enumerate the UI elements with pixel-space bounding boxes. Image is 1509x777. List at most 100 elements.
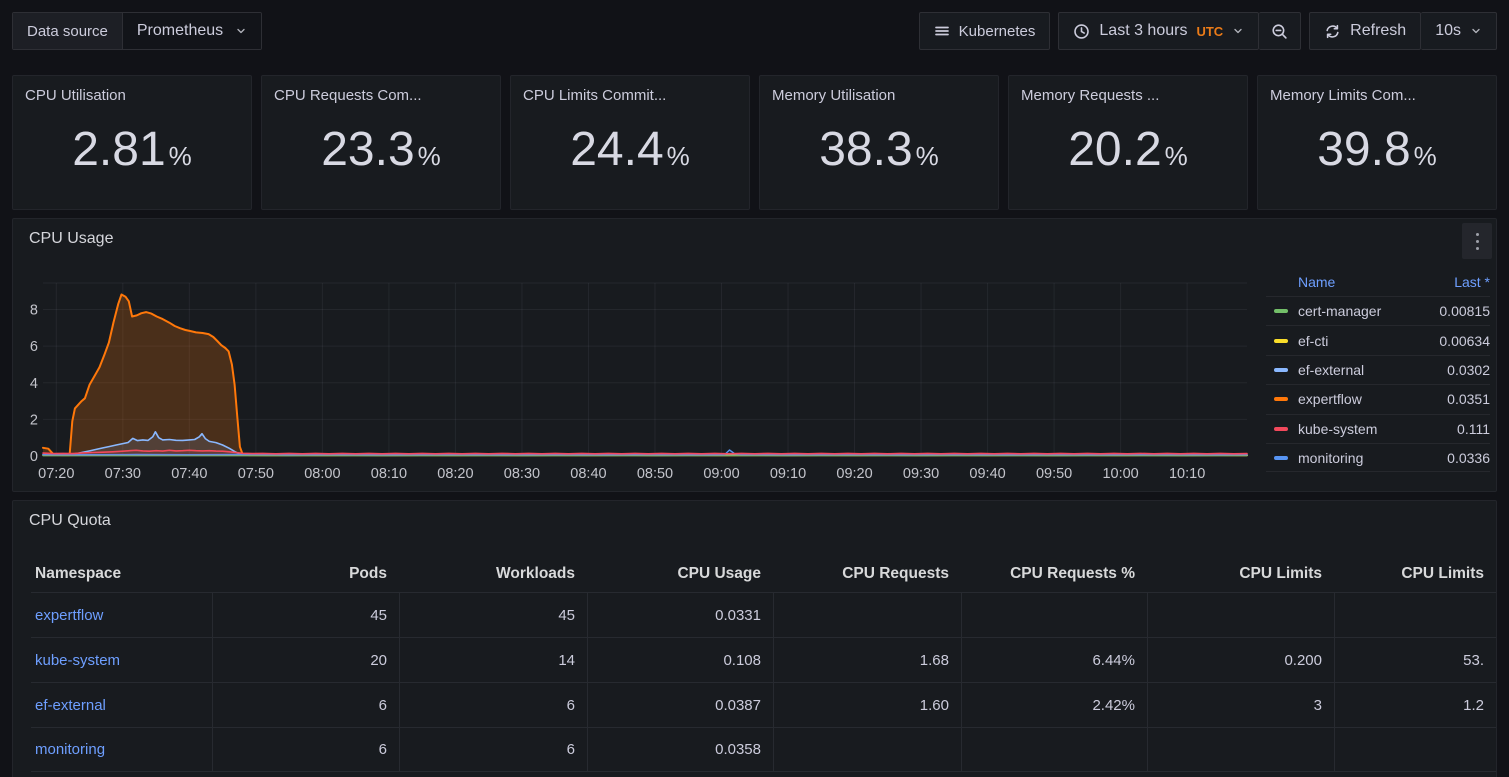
cpu-usage-legend: Name Last * cert-manager 0.00815 ef-cti 0.0… — [1266, 268, 1490, 473]
series-line-kube-system — [42, 449, 1248, 455]
table-cell — [1334, 728, 1496, 771]
y-axis-tick-label: 6 — [30, 339, 38, 355]
x-axis-tick-label: 08:30 — [504, 466, 540, 482]
stat-panel: Memory Limits Com... 39.8% — [1257, 75, 1497, 210]
table-header-cell[interactable]: CPU Requests — [842, 565, 949, 582]
table-cell: 6.44% — [961, 638, 1147, 682]
x-axis-tick-label: 08:10 — [371, 466, 407, 482]
refresh-controls: Refresh 10s — [1309, 12, 1497, 50]
legend-sort-last[interactable]: Last * — [1454, 274, 1490, 290]
table-header-cell[interactable]: CPU Limits — [1239, 565, 1322, 582]
chevron-down-icon — [235, 25, 247, 37]
table-header-cell[interactable]: Namespace — [35, 565, 122, 582]
kubernetes-dashboard-button[interactable]: Kubernetes — [918, 12, 1051, 50]
table-cell: 1.68 — [773, 638, 961, 682]
series-color-swatch — [1274, 397, 1288, 402]
table-cell: 53. — [1334, 638, 1496, 682]
stat-panel: CPU Requests Com... 23.3% — [261, 75, 501, 210]
stat-value: 38.3 — [819, 123, 913, 176]
legend-sort-name[interactable]: Name — [1298, 274, 1336, 290]
table-header-cell[interactable]: Pods — [349, 565, 387, 582]
cpu-usage-panel: CPU Usage 0 2 4 6 8 07:20 07:30 07:40 07:50 08:00… — [12, 218, 1497, 492]
x-axis-tick-label: 08:40 — [570, 466, 606, 482]
namespace-cell: monitoring — [31, 728, 212, 771]
table-row: monitoring 6 6 0.0358 — [31, 727, 1496, 772]
table-cell — [1147, 593, 1334, 637]
x-axis-tick-label: 09:30 — [903, 466, 939, 482]
namespace-link[interactable]: kube-system — [35, 651, 121, 669]
legend-item[interactable]: monitoring 0.0336 — [1266, 442, 1490, 473]
zoom-out-time-button[interactable] — [1259, 12, 1302, 50]
legend-series-name: ef-cti — [1298, 332, 1329, 349]
table-header-cell[interactable]: Workloads — [496, 565, 575, 582]
legend-item[interactable]: cert-manager 0.00815 — [1266, 296, 1490, 325]
stat-panel-title: CPU Utilisation — [25, 87, 126, 104]
legend-last-value: 0.111 — [1457, 420, 1490, 437]
table-cell: 6 — [212, 683, 399, 727]
stat-panel-title: CPU Requests Com... — [274, 87, 422, 104]
stat-value-row: 38.3% — [760, 122, 998, 177]
stat-panel-title: CPU Limits Commit... — [523, 87, 667, 104]
cpu-quota-panel: CPU Quota Namespace Pods Workloads CPU Usag… — [12, 500, 1497, 777]
table-body: expertflow 45 45 0.0331 kube-system 20 14 0.108… — [31, 592, 1496, 772]
hamburger-menu-icon — [934, 23, 950, 39]
stat-panel: CPU Limits Commit... 24.4% — [510, 75, 750, 210]
time-range-picker[interactable]: Last 3 hours UTC — [1058, 12, 1260, 50]
legend-last-value: 0.00634 — [1439, 332, 1490, 349]
stat-panel: Memory Requests ... 20.2% — [1008, 75, 1248, 210]
stat-value-row: 24.4% — [511, 122, 749, 177]
stat-value-suffix: % — [666, 141, 690, 171]
legend-item[interactable]: ef-external 0.0302 — [1266, 354, 1490, 384]
stat-panel-title: Memory Utilisation — [772, 87, 896, 104]
time-range-label: Last 3 hours — [1099, 22, 1188, 39]
panel-menu-kebab-icon[interactable] — [1462, 223, 1492, 259]
refresh-interval-dropdown[interactable]: 10s — [1421, 12, 1497, 50]
table-cell: 14 — [399, 638, 587, 682]
legend-series-name: cert-manager — [1298, 303, 1382, 320]
table-cell: 45 — [212, 593, 399, 637]
stat-panel: CPU Utilisation 2.81% — [12, 75, 252, 210]
x-axis-tick-label: 10:00 — [1102, 466, 1138, 482]
series-color-swatch — [1274, 338, 1288, 343]
table-header-cell[interactable]: CPU Usage — [677, 565, 761, 582]
datasource-label: Data source — [13, 13, 123, 49]
magnifier-minus-icon — [1271, 23, 1288, 40]
stat-panel-title: Memory Requests ... — [1021, 87, 1160, 104]
legend-item[interactable]: expertflow 0.0351 — [1266, 384, 1490, 413]
chevron-down-icon — [1232, 25, 1244, 37]
legend-item[interactable]: kube-system 0.111 — [1266, 413, 1490, 443]
legend-item[interactable]: ef-cti 0.00634 — [1266, 325, 1490, 354]
stat-value-suffix: % — [915, 141, 939, 171]
timezone-label: UTC — [1196, 23, 1224, 39]
stat-value-row: 2.81% — [13, 122, 251, 177]
namespace-link[interactable]: ef-external — [35, 696, 106, 714]
table-cell — [773, 728, 961, 771]
table-header-cell[interactable]: CPU Limits — [1401, 565, 1484, 582]
x-axis-tick-label: 07:30 — [105, 466, 141, 482]
table-cell: 1.60 — [773, 683, 961, 727]
refresh-interval-value: 10s — [1435, 22, 1461, 39]
legend-series-name: kube-system — [1298, 420, 1378, 437]
table-cell: 2.42% — [961, 683, 1147, 727]
series-line-monitoring — [42, 449, 1248, 456]
refresh-button[interactable]: Refresh — [1309, 12, 1422, 50]
namespace-link[interactable]: expertflow — [35, 606, 104, 624]
table-cell — [1147, 728, 1334, 771]
table-header-cell[interactable]: CPU Requests % — [1010, 565, 1135, 582]
table-cell: 3 — [1147, 683, 1334, 727]
refresh-button-label: Refresh — [1350, 22, 1407, 39]
y-axis-tick-label: 4 — [30, 376, 38, 392]
stat-value-suffix: % — [417, 141, 441, 171]
datasource-picker[interactable]: Data source Prometheus — [12, 12, 263, 50]
panel-title: CPU Usage — [29, 230, 114, 247]
clock-icon — [1073, 23, 1090, 40]
datasource-value-dropdown[interactable]: Prometheus — [122, 13, 262, 49]
toolbar-right-group: Kubernetes Last 3 hours UTC — [918, 12, 1497, 50]
y-axis-tick-label: 0 — [30, 449, 38, 465]
legend-last-value: 0.00815 — [1439, 303, 1490, 320]
x-axis-tick-label: 08:20 — [437, 466, 473, 482]
stat-value: 24.4 — [570, 123, 664, 176]
legend-series-name: monitoring — [1298, 449, 1364, 466]
kubernetes-button-label: Kubernetes — [958, 22, 1036, 40]
namespace-link[interactable]: monitoring — [35, 741, 106, 758]
